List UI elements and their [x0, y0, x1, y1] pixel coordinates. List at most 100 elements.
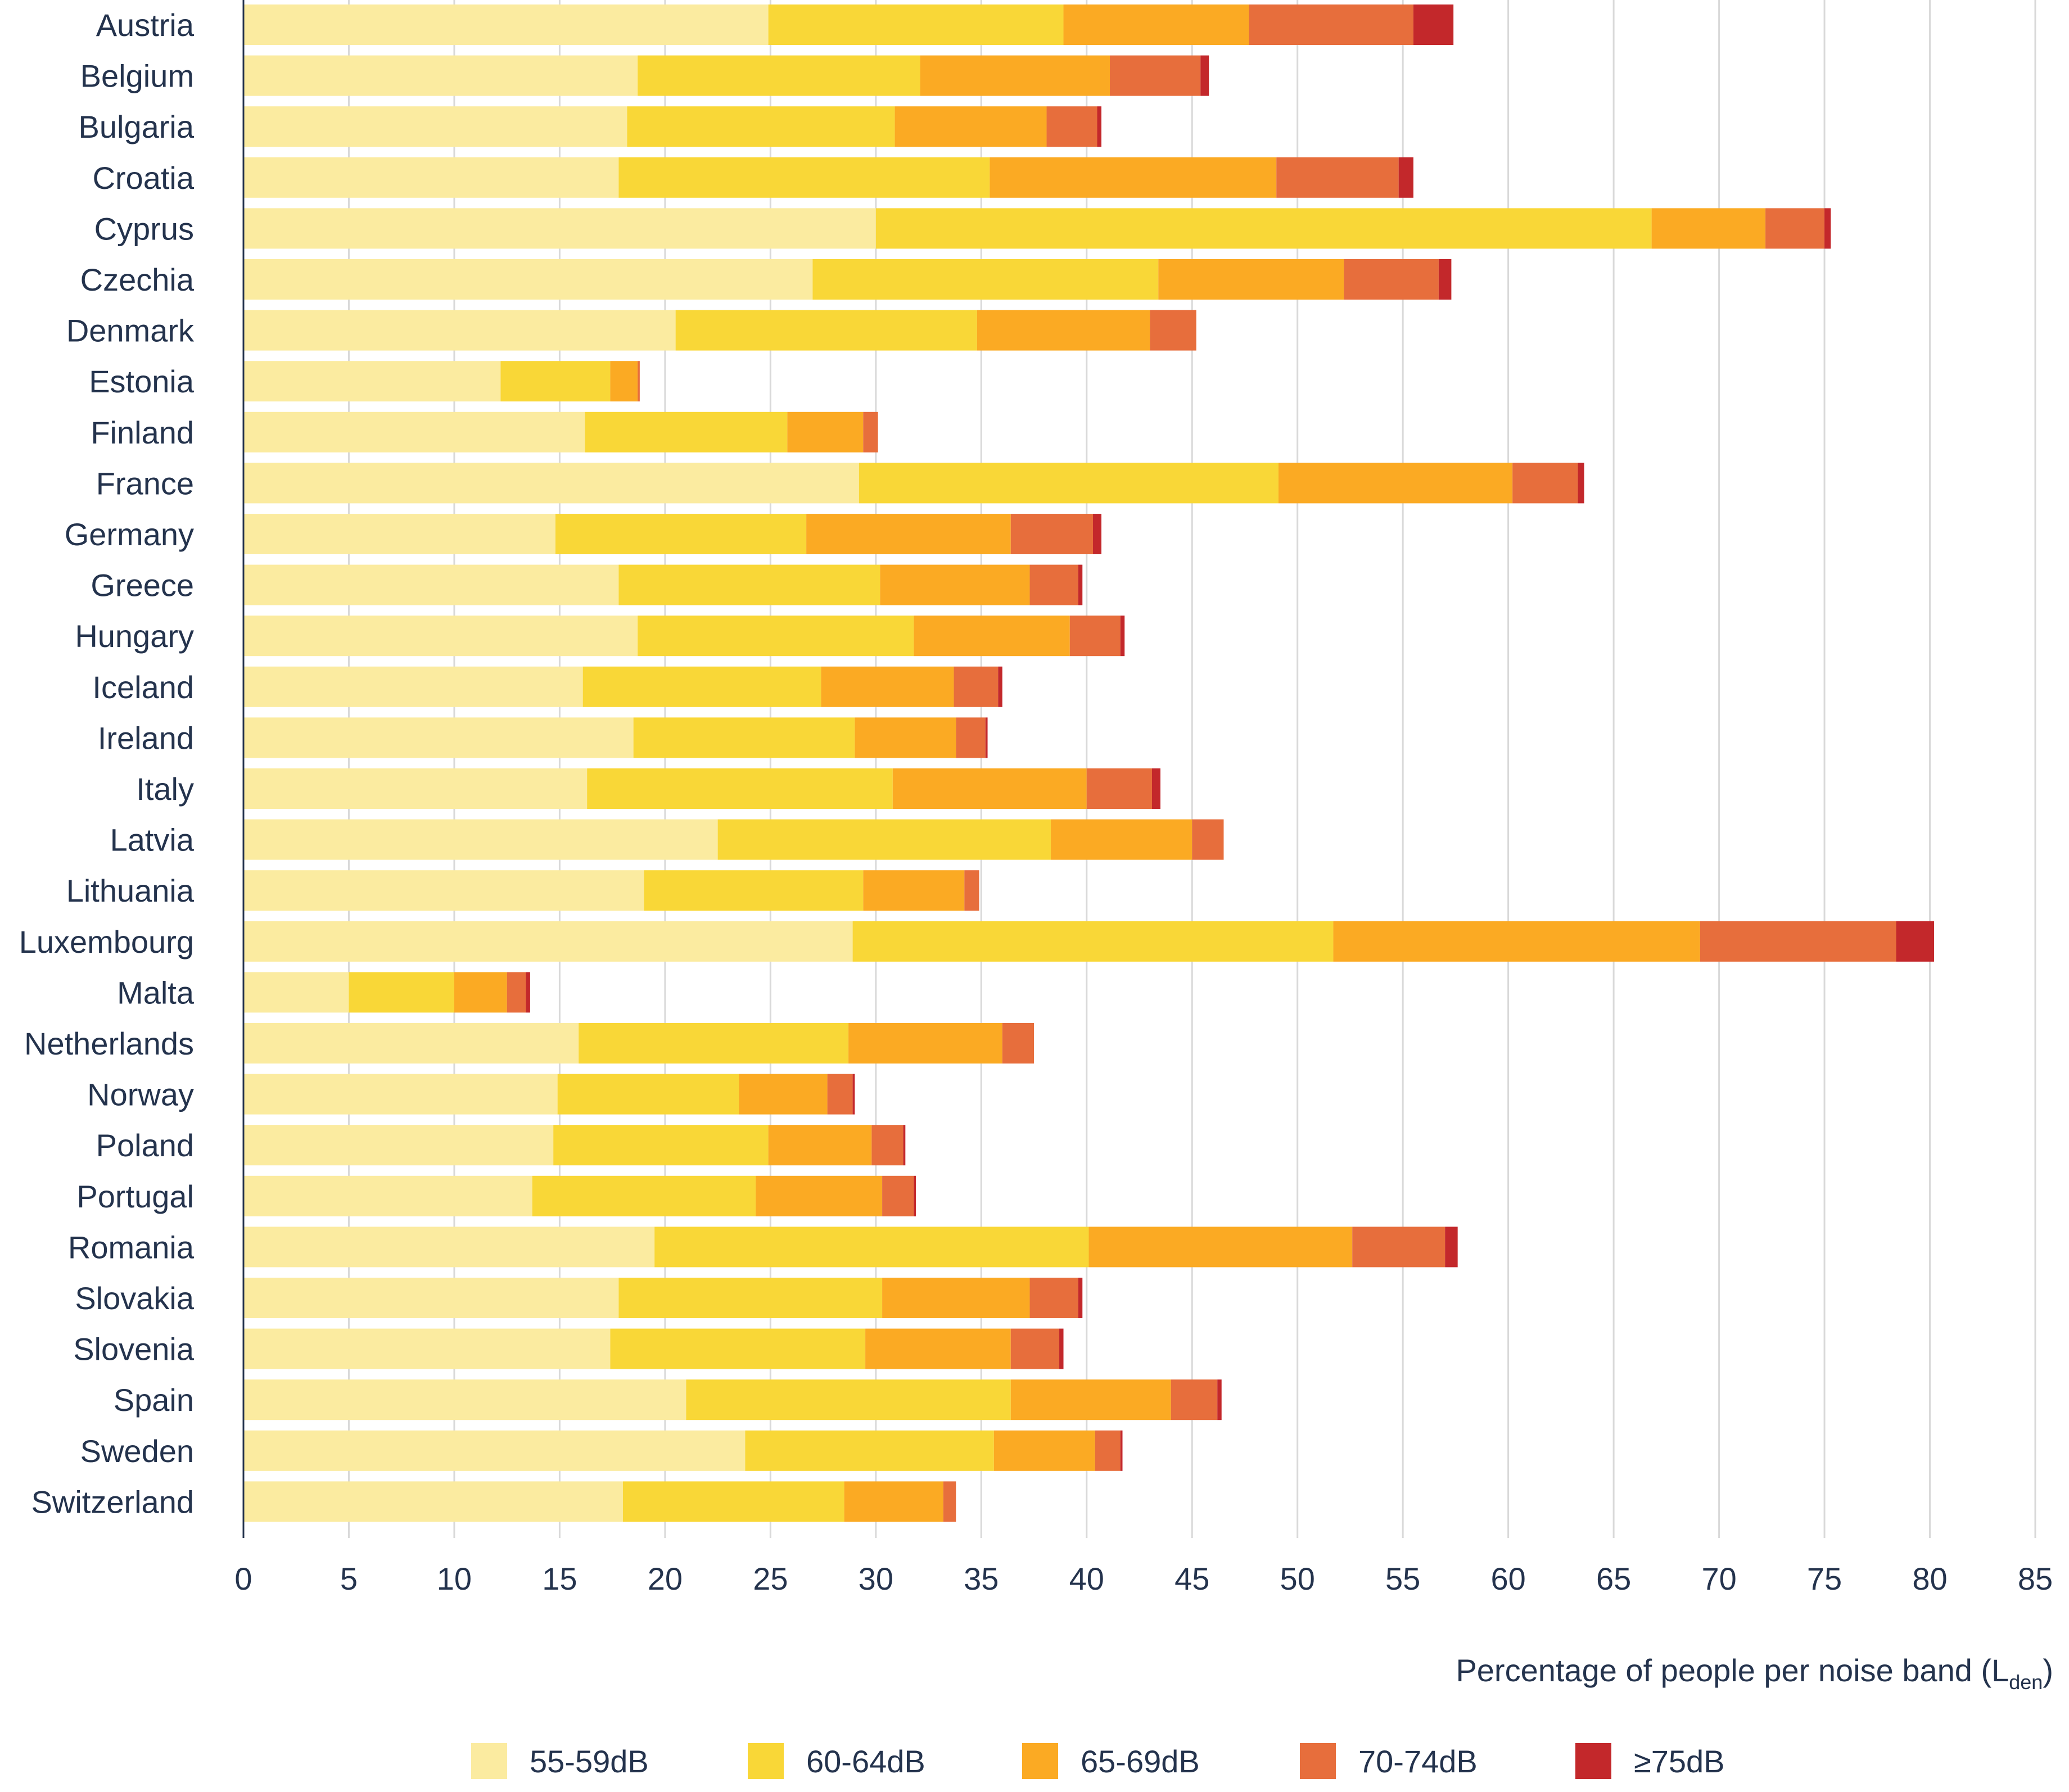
category-label: Slovenia — [73, 1332, 195, 1367]
bar-segment — [865, 1328, 1011, 1369]
bar-segment — [875, 208, 1652, 249]
bar-segment — [243, 463, 859, 504]
bar-segment — [1010, 514, 1094, 554]
bar-segment — [532, 1175, 756, 1216]
category-label: Iceland — [92, 669, 194, 705]
bar-segment — [675, 310, 977, 351]
legend-label: 60-64dB — [806, 1743, 925, 1779]
bar-segment — [1278, 463, 1513, 504]
bar-segment — [243, 514, 555, 554]
category-label: Ireland — [98, 720, 194, 755]
bar-segment — [914, 616, 1070, 657]
bar-segment — [1010, 1328, 1060, 1369]
bar-segment — [1333, 921, 1700, 962]
legend-swatch — [471, 1743, 507, 1779]
category-label: Switzerland — [31, 1484, 194, 1519]
bar-segment — [1120, 616, 1125, 657]
category-label: Lithuania — [66, 873, 195, 908]
bar-segment — [243, 1328, 611, 1369]
bars — [243, 4, 1935, 1522]
category-label: Norway — [87, 1077, 194, 1112]
legend-item: 60-64dB — [748, 1741, 925, 1781]
bar-segment — [1002, 1023, 1034, 1064]
bar-segment — [1078, 564, 1083, 605]
bar-segment — [582, 666, 821, 707]
bar-segment — [943, 1481, 956, 1522]
x-tick-label: 85 — [2018, 1561, 2053, 1596]
legend-label: 65-69dB — [1081, 1743, 1200, 1779]
x-tick-label: 20 — [648, 1561, 683, 1596]
bar-segment — [977, 310, 1150, 351]
bar-segment — [1192, 819, 1224, 860]
bar-segment — [1700, 921, 1896, 962]
bar-segment — [243, 1074, 558, 1115]
x-tick-label: 45 — [1174, 1561, 1209, 1596]
bar-segment — [1398, 157, 1413, 198]
bar-segment — [1029, 564, 1078, 605]
bar-segment — [1095, 1430, 1121, 1471]
bar-segment — [610, 1328, 866, 1369]
bar-segment — [622, 1481, 844, 1522]
bar-segment — [243, 1175, 532, 1216]
bar-segment — [243, 921, 853, 962]
category-labels: Austria Belgium Bulgaria Croatia Cyprus Czech… — [19, 7, 195, 1519]
bar-segment — [243, 106, 627, 147]
bar-segment — [1150, 310, 1196, 351]
x-tick-label: 0 — [234, 1561, 252, 1596]
bar-segment — [863, 411, 878, 452]
bar-segment — [243, 1278, 619, 1318]
bar-segment — [882, 1175, 914, 1216]
bar-segment — [806, 514, 1011, 554]
bar-segment — [852, 1074, 855, 1115]
bar-segment — [243, 819, 718, 860]
bar-segment — [1093, 514, 1102, 554]
bar-segment — [1097, 106, 1102, 147]
x-tick-label: 75 — [1807, 1561, 1842, 1596]
legend-label: ≥75dB — [1634, 1743, 1725, 1779]
bar-segment — [638, 361, 640, 402]
bar-segment — [686, 1379, 1011, 1420]
legend-swatch — [1300, 1743, 1336, 1779]
x-tick-label: 5 — [340, 1561, 358, 1596]
bar-segment — [1171, 1379, 1218, 1420]
legend-swatch — [1575, 1743, 1611, 1779]
bar-segment — [1276, 157, 1399, 198]
bar-segment — [871, 1125, 904, 1166]
category-label: Greece — [91, 568, 194, 603]
bar-segment — [1651, 208, 1766, 249]
bar-segment — [1088, 1227, 1353, 1268]
bar-segment — [954, 666, 999, 707]
legend-label: 55-59dB — [530, 1743, 649, 1779]
category-label: Portugal — [76, 1179, 194, 1214]
category-label: Belgium — [80, 58, 194, 94]
category-label: Hungary — [75, 618, 194, 654]
bar-segment — [633, 717, 855, 758]
bar-segment — [1151, 768, 1160, 809]
bar-segment — [618, 157, 990, 198]
bar-segment — [1078, 1278, 1083, 1318]
x-tick-label: 10 — [437, 1561, 472, 1596]
bar-segment — [618, 1278, 883, 1318]
legend-swatch — [1022, 1743, 1058, 1779]
legend-item: 65-69dB — [1022, 1741, 1200, 1781]
bar-segment — [892, 768, 1087, 809]
bar-segment — [1059, 1328, 1064, 1369]
bar-segment — [1824, 208, 1831, 249]
bar-segment — [618, 564, 880, 605]
bar-segment — [1069, 616, 1121, 657]
bar-segment — [243, 208, 876, 249]
bar-segment — [1438, 259, 1452, 300]
bar-segment — [585, 411, 788, 452]
bar-segment — [1352, 1227, 1445, 1268]
legend-swatch — [748, 1743, 784, 1779]
bar-segment — [243, 666, 583, 707]
bar-segment — [745, 1430, 994, 1471]
x-tick-label: 65 — [1596, 1561, 1631, 1596]
bar-segment — [610, 361, 638, 402]
category-label: Latvia — [110, 822, 195, 858]
bar-segment — [1896, 921, 1935, 962]
bar-segment — [1029, 1278, 1078, 1318]
category-label: Croatia — [92, 160, 194, 196]
category-label: Romania — [68, 1229, 195, 1265]
x-tick-label: 70 — [1701, 1561, 1736, 1596]
